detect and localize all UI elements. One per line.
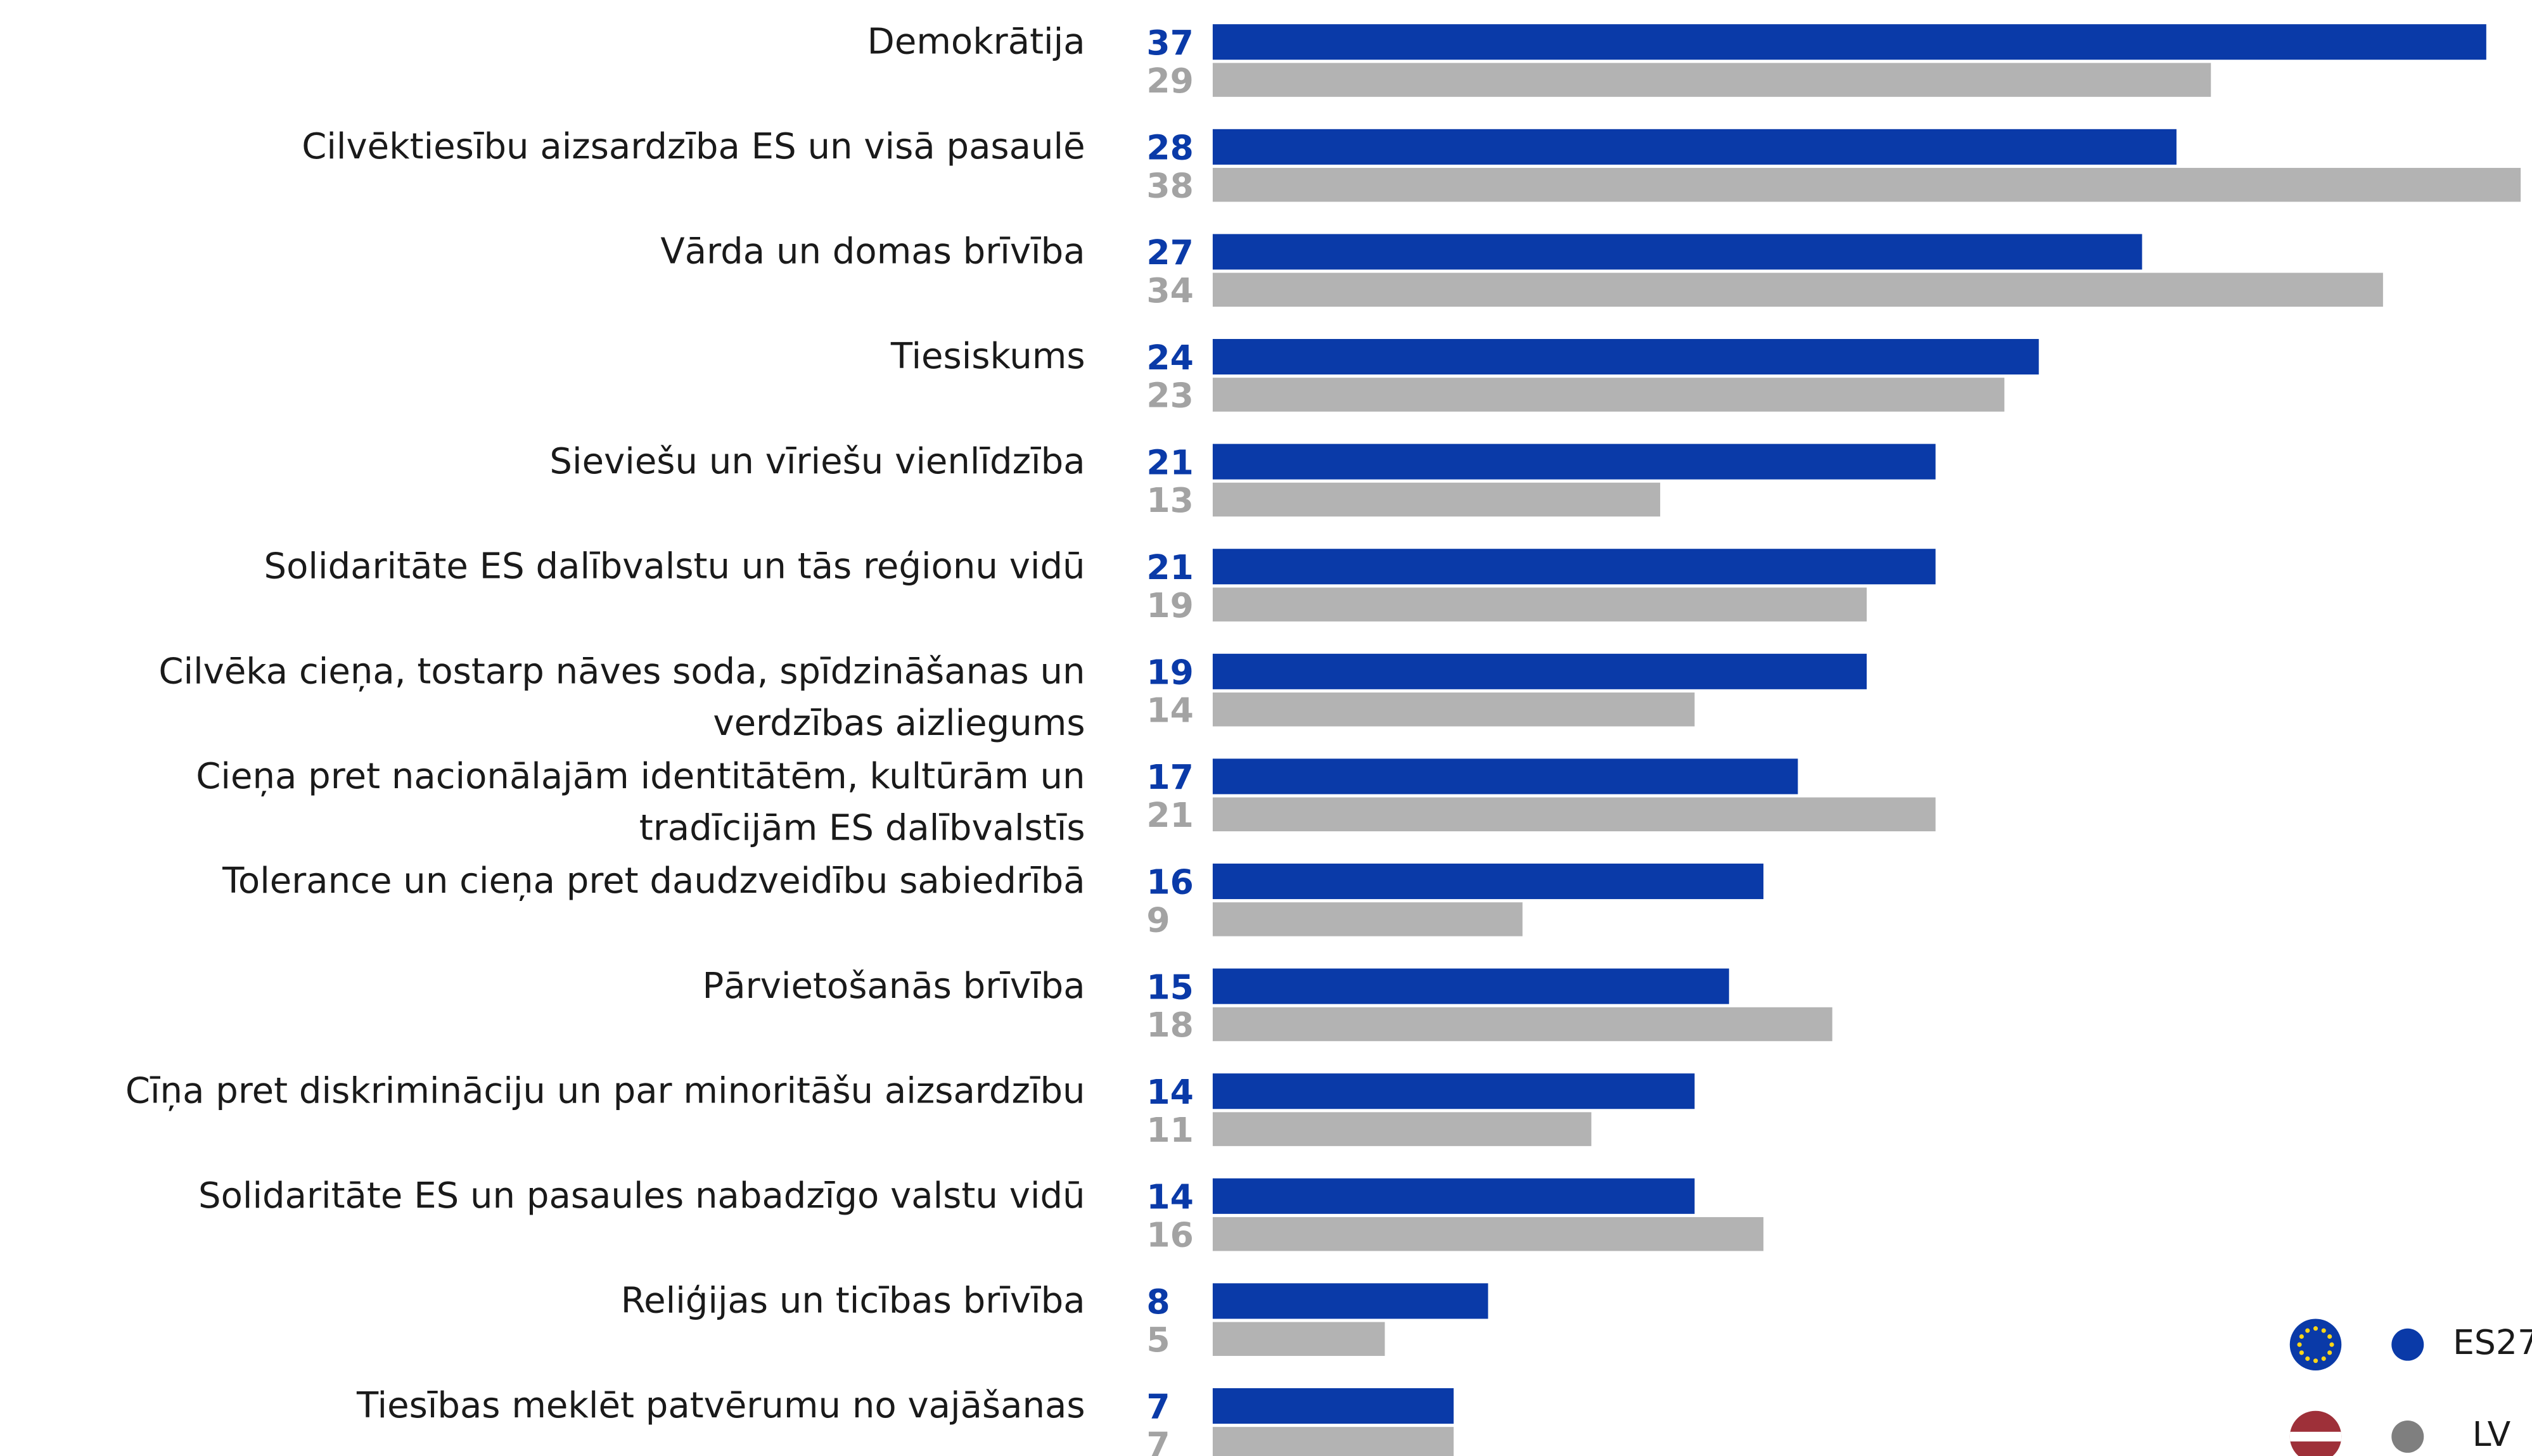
value-label: 21: [1146, 795, 1193, 835]
category-label: Solidaritāte ES un pasaules nabadzīgo va…: [198, 1175, 1085, 1217]
value-label: 38: [1146, 165, 1193, 205]
value-label: 34: [1146, 271, 1193, 310]
bar: [1212, 378, 2005, 412]
value-label: 27: [1146, 233, 1193, 272]
bar: [1212, 1178, 1695, 1214]
value-label: 29: [1146, 61, 1193, 101]
bar: [1212, 1217, 1764, 1251]
bar: [1212, 63, 2211, 97]
category-label: Cilvēktiesību aizsardzība ES un visā pas…: [302, 126, 1085, 167]
bar: [1212, 1283, 1488, 1319]
bar: [1212, 587, 1867, 622]
category-label: Tiesības meklēt patvērumu no vajāšanas: [356, 1385, 1085, 1426]
bar: [1212, 797, 1936, 832]
value-label: 7: [1146, 1387, 1170, 1427]
bar: [1212, 234, 2142, 270]
bar: [1212, 1322, 1385, 1357]
value-label: 15: [1146, 967, 1193, 1007]
value-label: 37: [1146, 23, 1193, 63]
value-label: 14: [1146, 690, 1193, 730]
value-label: 24: [1146, 338, 1193, 378]
bar: [1212, 129, 2177, 165]
bar: [1212, 339, 2039, 375]
lv-flag: [2289, 1410, 2342, 1456]
bar: [1212, 692, 1695, 727]
bar: [1212, 864, 1764, 900]
category-label: Tolerance un cieņa pret daudzveidību sab…: [222, 860, 1085, 902]
legend-marker: [2391, 1328, 2424, 1361]
category-label: Demokrātija: [867, 21, 1085, 62]
eu-stars: [2297, 1326, 2334, 1363]
category-label: Sieviešu un vīriešu vienlīdzība: [549, 441, 1085, 482]
category-label: Vārda un domas brīvība: [660, 231, 1085, 272]
value-label: 17: [1146, 757, 1193, 797]
bar: [1212, 1388, 1454, 1424]
value-label: 16: [1146, 1215, 1193, 1255]
value-label: 11: [1146, 1110, 1193, 1150]
bar: [1212, 1427, 1454, 1456]
value-label: 23: [1146, 376, 1193, 416]
value-label: 21: [1146, 547, 1193, 587]
bar: [1212, 272, 2383, 307]
value-label: 5: [1146, 1320, 1170, 1360]
bar: [1212, 167, 2521, 202]
bar: [1212, 758, 1798, 795]
bar: [1212, 549, 1936, 585]
bar: [1212, 444, 1936, 480]
legend-marker: [2391, 1420, 2424, 1453]
value-label: 19: [1146, 585, 1193, 625]
value-label: 14: [1146, 1072, 1193, 1112]
value-label: 18: [1146, 1005, 1193, 1045]
legend: [2289, 1319, 2342, 1456]
bar: [1212, 482, 1661, 517]
value-label: 14: [1146, 1177, 1193, 1217]
bar: [1212, 1112, 1592, 1146]
legend-label: LV: [2472, 1414, 2511, 1454]
category-label: Tiesiskums: [890, 336, 1085, 377]
value-label: 28: [1146, 128, 1193, 168]
legend-label: ES27: [2453, 1322, 2532, 1362]
value-label: 8: [1146, 1282, 1170, 1322]
bar: [1212, 24, 2486, 60]
category-label: Cieņa pret nacionālajām identitātēm, kul…: [196, 756, 1085, 849]
bar: [1212, 1007, 1832, 1042]
value-label: 16: [1146, 862, 1193, 902]
bar: [1212, 968, 1729, 1004]
value-label: 13: [1146, 480, 1193, 520]
eu-flag: [2289, 1319, 2342, 1370]
value-label: 9: [1146, 900, 1170, 940]
category-label: Reliģijas un ticības brīvība: [621, 1280, 1085, 1322]
category-label: Pārvietošanās brīvība: [703, 966, 1085, 1007]
category-label: Cilvēka cieņa, tostarp nāves soda, spīdz…: [158, 651, 1085, 744]
value-label: 19: [1146, 653, 1193, 693]
value-label: 21: [1146, 442, 1193, 482]
category-label: Solidaritāte ES dalībvalstu un tās reģio…: [264, 546, 1085, 587]
bar: [1212, 1073, 1695, 1109]
category-label: Cīņa pret diskrimināciju un par minoritā…: [125, 1070, 1085, 1111]
value-label: 7: [1146, 1425, 1170, 1456]
bar: [1212, 902, 1523, 936]
bar: [1212, 653, 1867, 689]
